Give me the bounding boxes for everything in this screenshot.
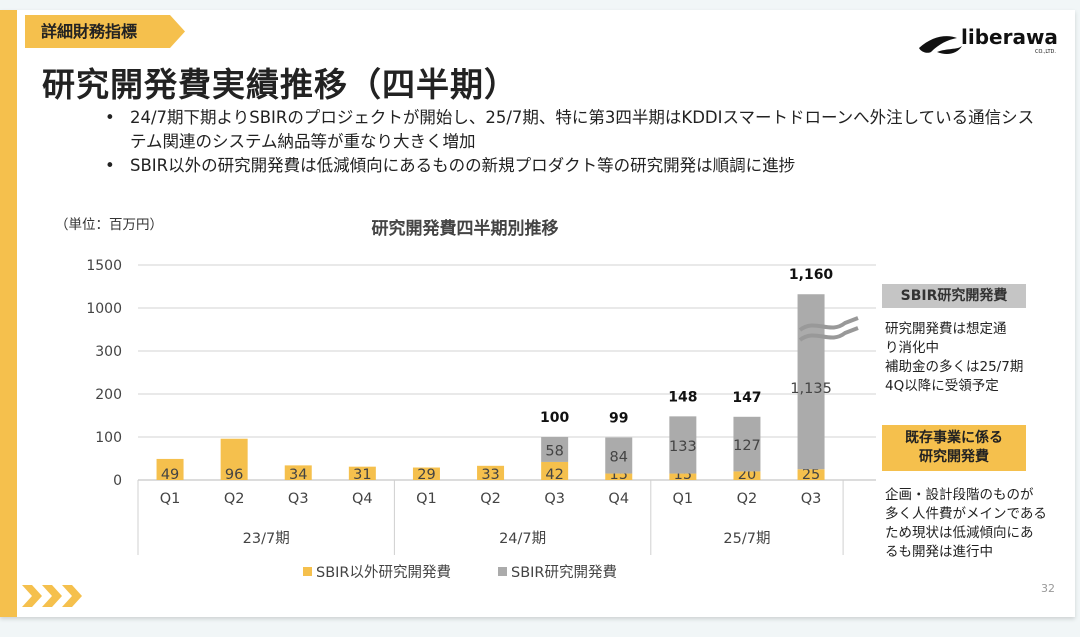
x-tick-label: Q2 [480,491,501,507]
y-tick-label: 1500 [86,258,122,274]
legend-label: SBIR研究開発費 [511,564,617,581]
svg-text:CO.,LTD.: CO.,LTD. [1035,49,1056,55]
bar-non-sbir [477,465,505,480]
axis-break-icon [798,316,859,332]
note-line: 企画・設計段階のものが [885,487,1034,503]
segment-label: 127 [733,438,761,454]
bar-sbir [605,437,633,474]
existing-box: 既存事業に係る 研究開発費 [882,425,1026,471]
segment-label: 29 [417,467,435,483]
bullet-list: 24/7期下期よりSBIRのプロジェクトが開始し、25/7期、特に第3四半期はK… [105,106,1035,178]
note-line: 補助金の多くは25/7期 [885,359,1024,375]
x-tick-label: Q3 [288,491,309,507]
legend-swatch [498,567,507,576]
note-line: 研究開発費は想定通 [885,321,1007,337]
bar-non-sbir [284,465,312,480]
x-tick-label: Q4 [352,491,373,507]
x-tick-label: Q4 [608,491,629,507]
x-tick-label: Q1 [416,491,437,507]
segment-label: 133 [669,439,697,455]
bullet-item: SBIR以外の研究開発費は低減傾向にあるものの新規プロダクト等の研究開発は順調に… [105,154,1035,178]
segment-label: 34 [289,467,307,483]
x-tick-label: Q2 [737,491,758,507]
segment-label: 96 [225,467,243,483]
total-label: 1,160 [789,267,834,283]
y-tick-label: 0 [113,473,122,489]
group-label: 24/7期 [499,530,546,547]
segment-label: 33 [481,467,499,483]
y-tick-label: 100 [95,430,122,446]
bar-non-sbir [797,469,825,480]
segment-label: 84 [610,449,628,465]
total-label: 147 [732,390,761,406]
bar-sbir [541,437,569,462]
bar-non-sbir [541,461,569,480]
sbir-note: 研究開発費は想定通 り消化中 補助金の多くは25/7期 4Q以降に受領予定 [885,320,1023,396]
segment-label: 1,135 [790,381,832,397]
bar-non-sbir [605,473,633,480]
bar-sbir [669,416,697,474]
slide: 詳細財務指標 研究開発費実績推移（四半期） liberaware CO.,LTD… [0,10,1075,617]
x-tick-label: Q1 [160,491,181,507]
page-number: 32 [1041,582,1055,595]
note-line: るも開発は進行中 [885,544,993,560]
note-line: 4Q以降に受領予定 [885,378,999,394]
chevron-arrows-icon [22,585,82,607]
x-tick-label: Q3 [544,491,565,507]
group-label: 25/7期 [723,530,770,547]
bar-non-sbir [733,471,761,480]
legend-swatch [303,567,312,576]
group-label: 23/7期 [243,530,290,547]
bar-sbir [733,416,761,472]
total-label: 100 [540,410,569,426]
x-tick-label: Q2 [224,491,245,507]
bar-non-sbir [412,467,440,480]
section-tag: 詳細財務指標 [25,15,185,48]
box-line: 既存事業に係る [905,430,1003,446]
segment-label: 25 [802,467,820,483]
bar-non-sbir [156,458,184,480]
bar-non-sbir [220,438,248,480]
segment-label: 31 [353,467,371,483]
box-line: 研究開発費 [919,449,989,465]
x-tick-label: Q1 [673,491,694,507]
liberaware-logo: liberaware CO.,LTD. [919,25,1057,55]
page-title: 研究開発費実績推移（四半期） [42,65,518,104]
total-label: 148 [668,389,697,405]
accent-bar [0,10,17,617]
segment-label: 42 [545,467,563,483]
total-label: 99 [609,410,628,426]
note-line: 多く人件費がメインである [885,506,1047,522]
bar-non-sbir [348,466,376,480]
segment-label: 49 [161,467,179,483]
note-line: ため現状は低減傾向にあ [885,525,1034,541]
sbir-box: SBIR研究開発費 [882,284,1026,308]
axis-break-icon [798,326,859,342]
y-tick-label: 200 [95,387,122,403]
segment-label: 58 [545,443,563,459]
bullet-item: 24/7期下期よりSBIRのプロジェクトが開始し、25/7期、特に第3四半期はK… [105,106,1035,154]
chart-title: 研究開発費四半期別推移 [372,218,559,239]
unit-label: （単位：百万円） [55,217,163,233]
bar-non-sbir [669,473,697,480]
bar-sbir [797,294,825,470]
y-tick-label: 1000 [86,301,122,317]
svg-text:liberaware: liberaware [961,25,1057,49]
legend-label: SBIR以外研究開発費 [316,564,451,581]
y-tick-label: 300 [95,344,122,360]
note-line: り消化中 [885,340,939,356]
x-tick-label: Q3 [801,491,822,507]
existing-note: 企画・設計段階のものが 多く人件費がメインである ため現状は低減傾向にあ るも開… [885,486,1047,562]
